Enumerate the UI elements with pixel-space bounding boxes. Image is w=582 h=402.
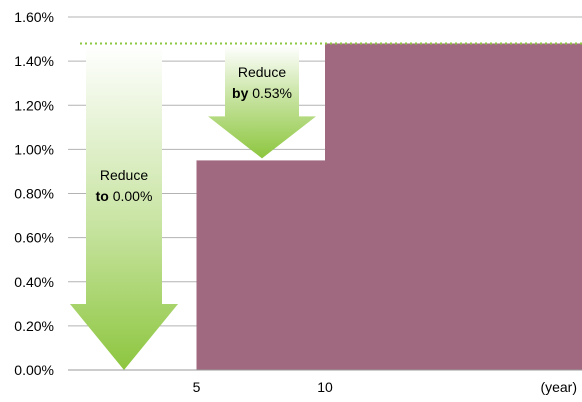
x-tick-label: 5 <box>193 379 201 395</box>
step-area <box>325 43 582 370</box>
y-tick-label: 0.00% <box>14 362 54 378</box>
reduce-by-arrow-shape <box>208 45 316 159</box>
x-axis-tick-labels: 5 10 <box>193 379 333 395</box>
reduce-by-arrow: Reduce by 0.53% <box>208 45 316 159</box>
reduce-by-arrow-value: 0.53% <box>252 85 292 101</box>
y-tick-label: 1.40% <box>14 53 54 69</box>
reduce-to-arrow: Reduce to 0.00% <box>70 45 178 370</box>
reduce-to-arrow-line2: to 0.00% <box>96 188 153 204</box>
y-tick-label: 1.20% <box>14 97 54 113</box>
step-areas <box>196 43 582 370</box>
reduce-to-arrow-keyword: to <box>96 188 109 204</box>
reduce-to-arrow-line1: Reduce <box>100 167 148 183</box>
reduce-by-arrow-line2: by 0.53% <box>232 85 292 101</box>
reduce-to-arrow-shape <box>70 45 178 370</box>
y-tick-label: 0.40% <box>14 274 54 290</box>
reduce-to-arrow-value: 0.00% <box>113 188 153 204</box>
reduce-by-arrow-line1: Reduce <box>238 64 286 80</box>
y-tick-label: 0.80% <box>14 186 54 202</box>
y-axis-tick-labels: 0.00% 0.20% 0.40% 0.60% 0.80% 1.00% 1.20% 1.40%… <box>14 9 54 378</box>
y-tick-label: 0.60% <box>14 230 54 246</box>
y-tick-label: 1.00% <box>14 141 54 157</box>
step-area <box>196 160 325 370</box>
x-tick-label: 10 <box>317 379 333 395</box>
x-axis-unit-label: (year) <box>540 379 577 395</box>
reduce-by-arrow-keyword: by <box>232 85 249 101</box>
y-tick-label: 1.60% <box>14 9 54 25</box>
y-tick-label: 0.20% <box>14 318 54 334</box>
